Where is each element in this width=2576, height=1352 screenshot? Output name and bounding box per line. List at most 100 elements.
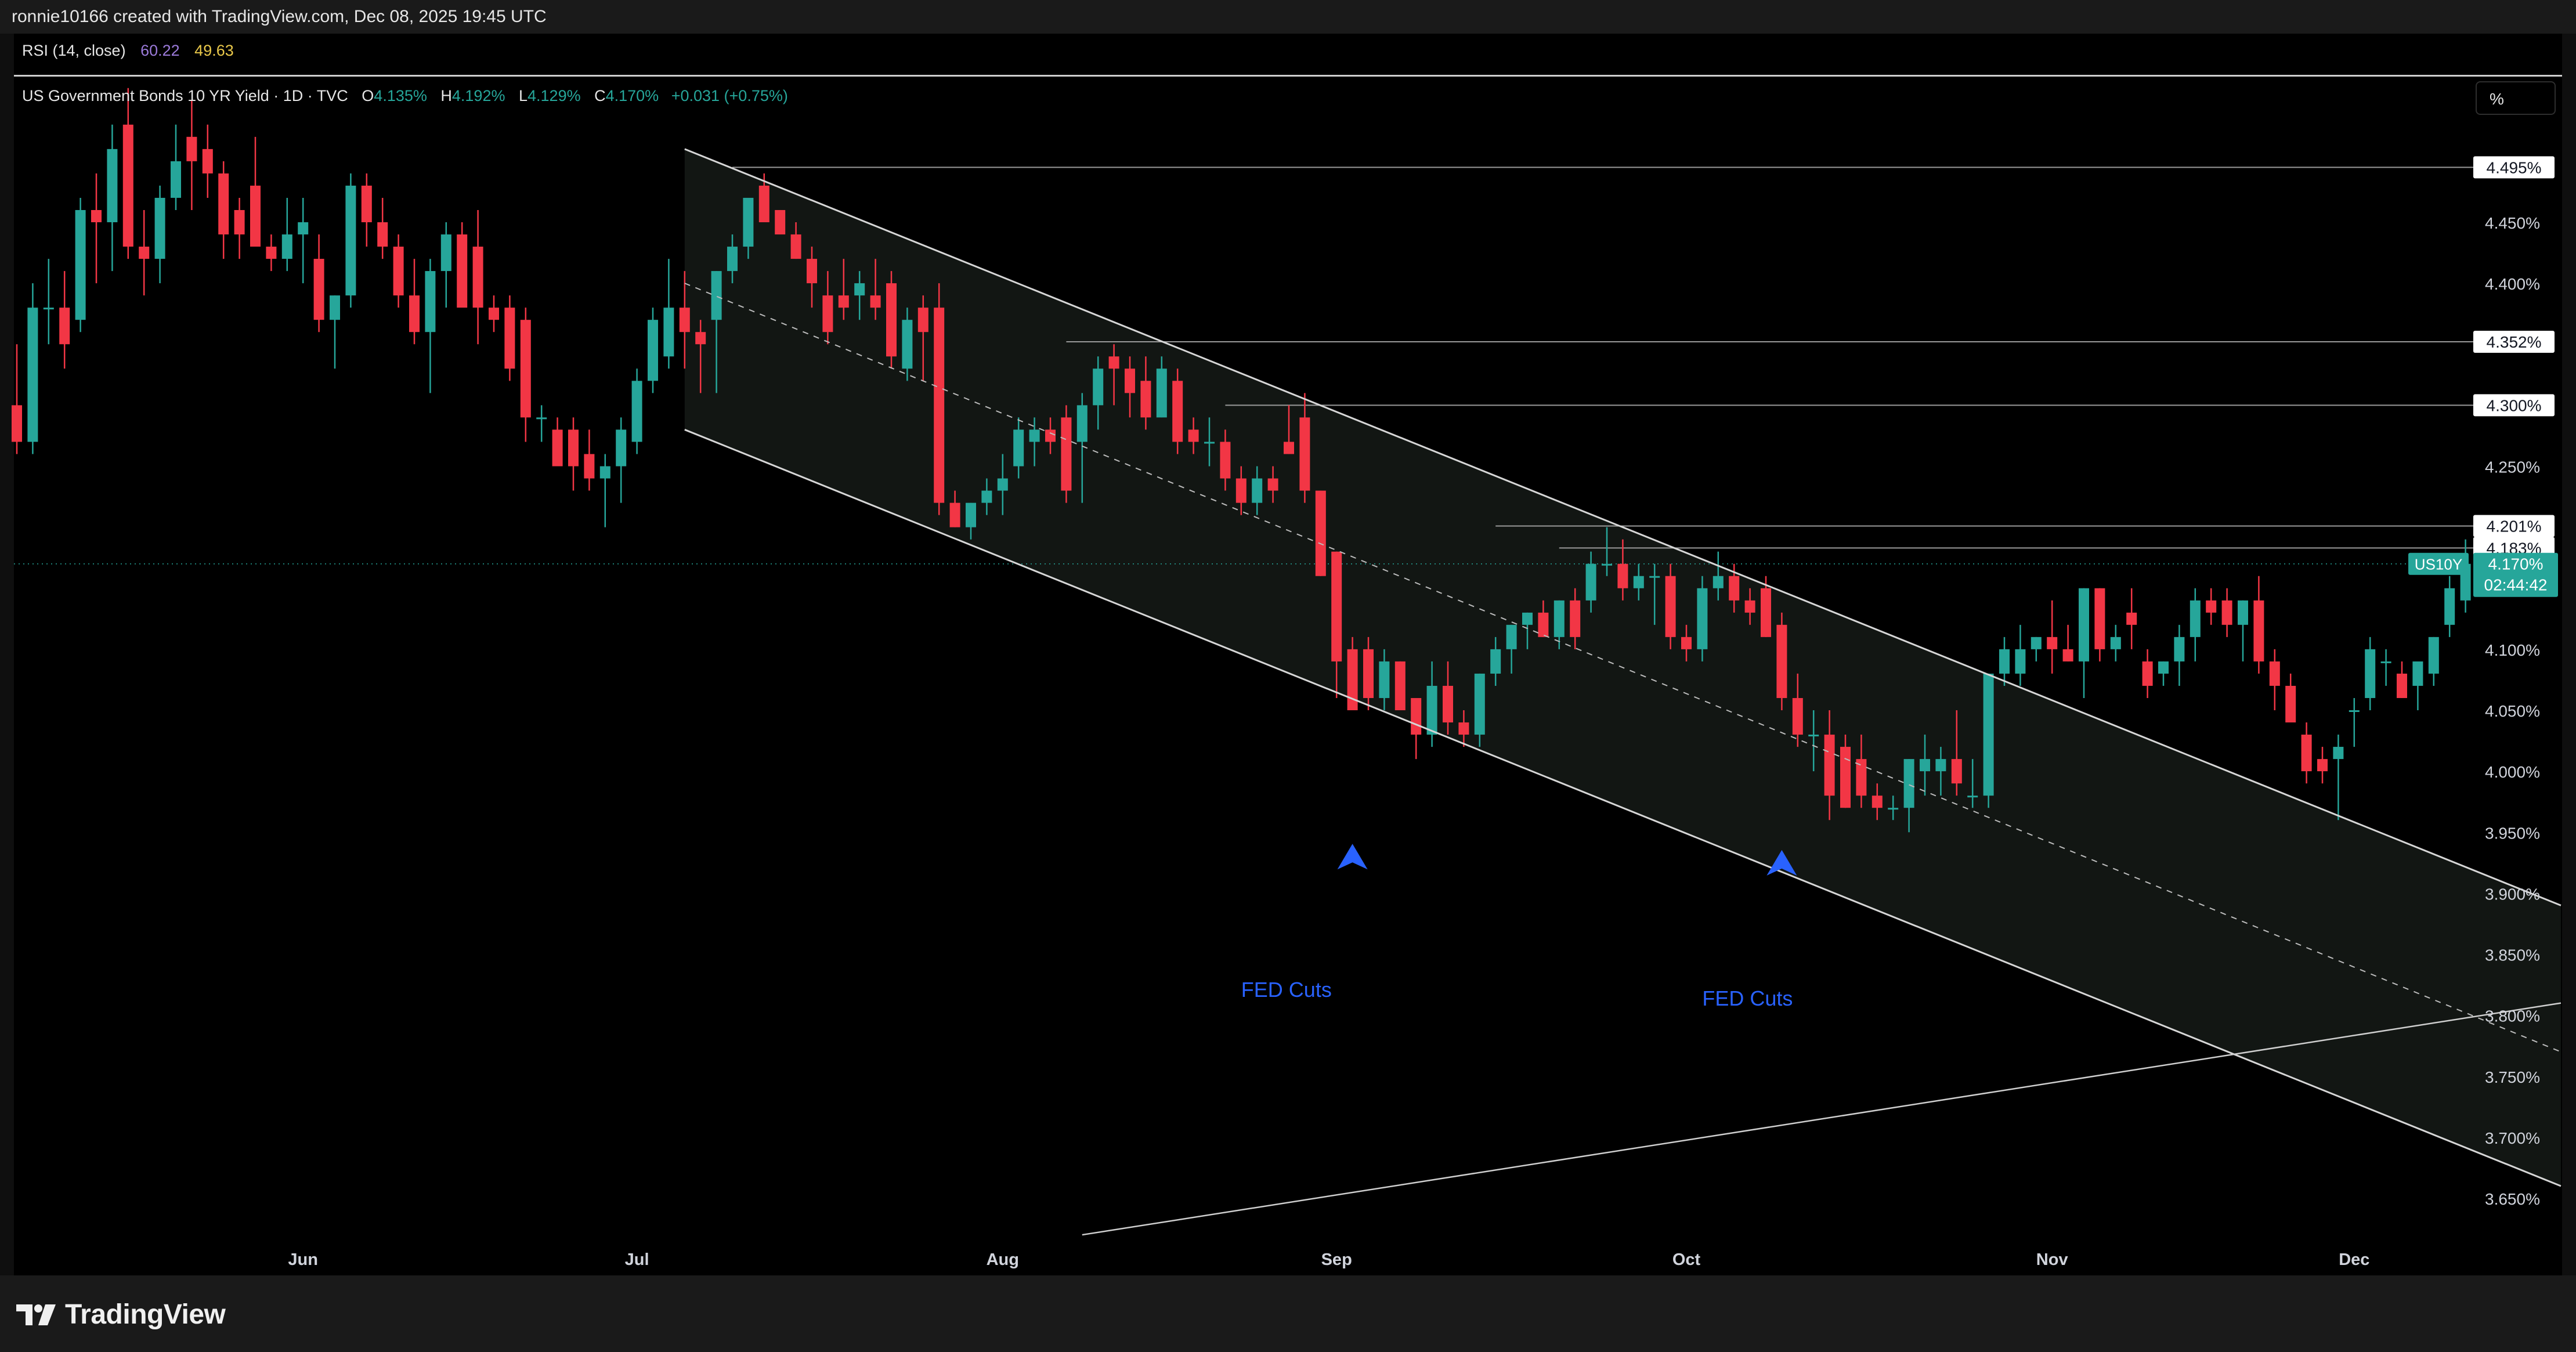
candle-body	[12, 405, 22, 442]
fed-cuts-label: FED Cuts	[1702, 986, 1793, 1010]
open-label: O	[362, 87, 374, 104]
open-value: 4.135%	[374, 87, 427, 104]
candle-body	[648, 320, 658, 381]
candle-body	[2412, 661, 2423, 686]
candle-body	[2142, 661, 2153, 686]
candle-body	[631, 381, 642, 442]
price-chart[interactable]: FED Cuts FED Cuts 3.650% 3.700% 3.750% 3.800%…	[0, 0, 2576, 1275]
tradingview-logo-text: TradingView	[65, 1299, 226, 1330]
rising-trendline	[1082, 1002, 2561, 1236]
candle-body	[234, 209, 245, 235]
candle-body	[472, 247, 483, 308]
candle-body	[1665, 576, 1676, 637]
candle-body	[1808, 735, 1819, 737]
y-axis-tick-label: 4.000%	[2485, 763, 2540, 781]
candle-body	[2444, 588, 2455, 625]
candle-body	[1490, 649, 1501, 674]
candle-body	[1394, 661, 1406, 710]
candle-body	[886, 283, 897, 357]
candle-body	[250, 185, 261, 247]
candle-body	[266, 247, 277, 259]
candle-body	[1108, 356, 1119, 369]
price-level-badge	[2473, 156, 2555, 179]
y-axis-tick-label: 3.800%	[2485, 1007, 2540, 1025]
candle-body	[2047, 637, 2058, 649]
candle-body	[1824, 735, 1835, 796]
x-axis-tick-label: Jul	[625, 1250, 649, 1269]
candle-body	[616, 429, 627, 467]
x-axis-tick-label: Sep	[1321, 1250, 1352, 1269]
last-price-text: 4.170%	[2488, 555, 2544, 573]
candle-body	[1299, 417, 1310, 491]
change-value: +0.031 (+0.75%)	[671, 87, 788, 104]
close-value: 4.170%	[605, 87, 659, 104]
candle-body	[520, 320, 531, 418]
candle-body	[1347, 649, 1358, 710]
candle-body	[807, 259, 817, 284]
candle-body	[1872, 796, 1883, 808]
candle-body	[679, 308, 690, 332]
y-axis-tick-label: 4.250%	[2485, 458, 2540, 476]
footer-bar	[0, 1275, 2576, 1352]
fed-cuts-label: FED Cuts	[1241, 978, 1332, 1002]
candle-body	[1172, 381, 1183, 442]
rsi-label: RSI (14, close)	[22, 42, 126, 59]
candle-body	[1315, 490, 1326, 576]
candle-body	[568, 429, 579, 467]
candle-body	[1983, 673, 1994, 796]
candle-body	[504, 308, 515, 369]
price-level-badge-text: 4.300%	[2487, 396, 2542, 414]
candle-body	[1284, 442, 1294, 454]
candle-body	[917, 308, 928, 332]
symbol-legend: US Government Bonds 10 YR Yield · 1D · T…	[22, 87, 788, 105]
y-axis-tick-label: 3.950%	[2485, 824, 2540, 842]
candle-body	[489, 308, 499, 320]
candle-body	[1776, 624, 1787, 698]
candle-body	[2397, 673, 2407, 698]
candle-body	[218, 173, 229, 235]
candle-body	[997, 478, 1008, 491]
candle-body	[425, 271, 436, 332]
candle-body	[1681, 637, 1692, 649]
candle-body	[1697, 588, 1708, 649]
y-axis-tick-label: 3.850%	[2485, 946, 2540, 964]
candle-body	[2317, 759, 2328, 772]
candle-body	[1761, 588, 1771, 637]
candle-body	[2079, 588, 2089, 661]
candle-body	[27, 308, 38, 442]
candle-body	[139, 247, 150, 259]
candle-body	[43, 308, 54, 310]
candle-body	[870, 295, 881, 308]
candle-body	[1856, 759, 1867, 796]
candle-body	[2015, 649, 2026, 674]
last-price-badge	[2473, 552, 2558, 597]
candle-body	[1570, 600, 1581, 637]
price-level-badge-text: 4.201%	[2487, 518, 2542, 536]
channel-lower-line	[684, 429, 2561, 1187]
y-axis-tick-label: 4.450%	[2485, 214, 2540, 232]
candle-body	[1617, 563, 1628, 588]
candle-body	[1235, 478, 1247, 503]
percent-scale-button[interactable]: %	[2476, 81, 2556, 115]
candle-body	[298, 222, 309, 235]
candle-body	[154, 197, 165, 259]
candle-body	[1045, 429, 1056, 442]
candle-body	[313, 259, 324, 320]
candle-body	[2238, 600, 2248, 625]
candle-body	[2031, 637, 2042, 649]
high-label: H	[440, 87, 452, 104]
candle-body	[281, 234, 292, 259]
candle-body	[711, 271, 722, 320]
candle-body	[1744, 600, 1755, 613]
pane-separator[interactable]	[14, 75, 2562, 77]
candle-body	[934, 308, 945, 503]
candle-body	[966, 503, 976, 527]
candle-body	[2269, 661, 2280, 686]
candle-body	[1204, 442, 1215, 444]
candle-body	[2190, 600, 2201, 637]
y-axis-tick-label: 3.700%	[2485, 1129, 2540, 1147]
symbol-badge	[2408, 552, 2469, 575]
candle-body	[1792, 697, 1803, 735]
attribution-text: ronnie10166 created with TradingView.com…	[12, 7, 547, 26]
candle-body	[822, 295, 833, 332]
